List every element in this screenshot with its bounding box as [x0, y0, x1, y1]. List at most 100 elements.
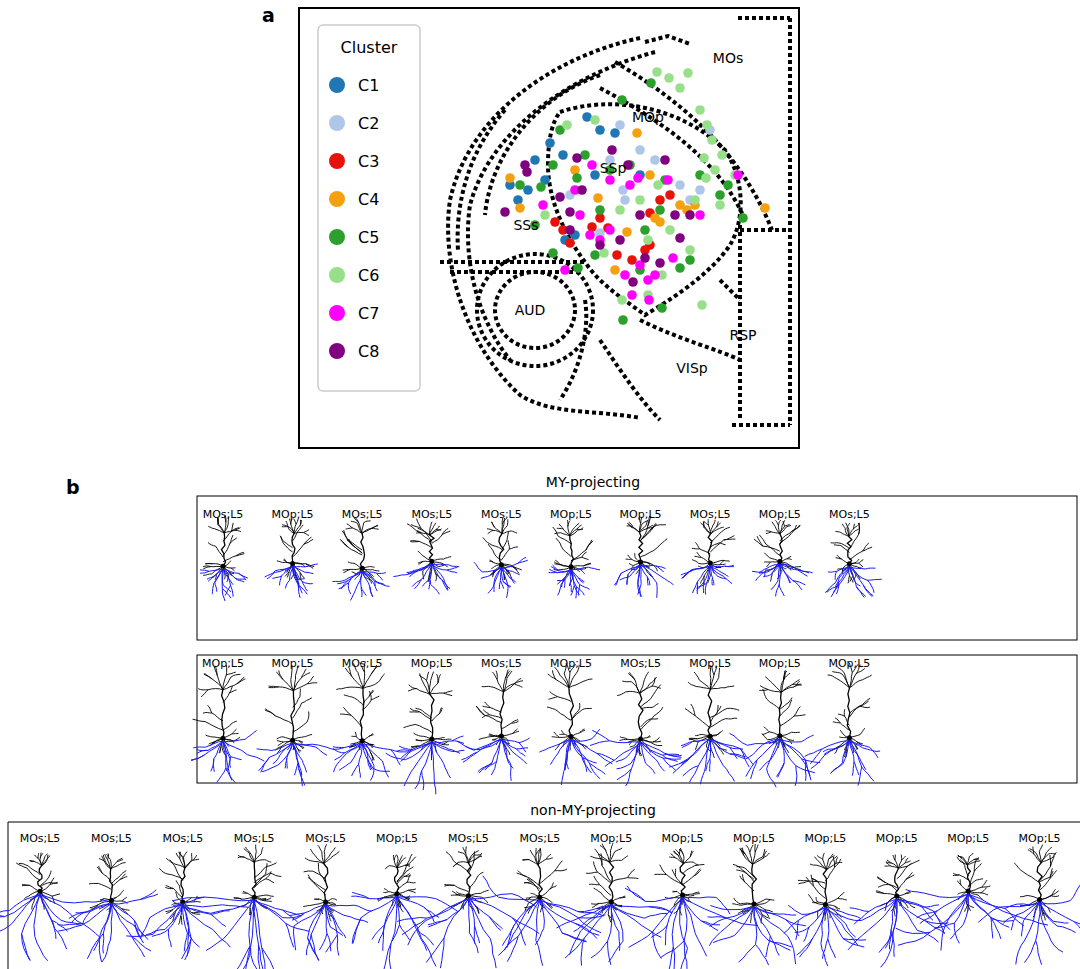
- dendrite: [772, 522, 775, 527]
- point: [573, 263, 583, 273]
- dendrite: [351, 715, 362, 728]
- point: [675, 180, 685, 190]
- dendrite: [692, 548, 700, 550]
- apical-dendrite: [360, 688, 364, 740]
- dendrite: [652, 704, 659, 708]
- dendrite: [280, 536, 283, 544]
- dendrite: [358, 523, 363, 533]
- dendrite: [783, 671, 786, 679]
- dendrite: [717, 523, 721, 527]
- dendrite: [276, 567, 293, 573]
- dendrite: [184, 933, 187, 951]
- dendrite: [509, 577, 515, 582]
- dendrite: [656, 566, 666, 569]
- dendrite: [719, 543, 725, 545]
- dendrite: [571, 740, 583, 758]
- point: [595, 240, 605, 250]
- dendrite: [828, 675, 837, 679]
- dendrite: [81, 904, 111, 926]
- dendrite: [576, 587, 584, 595]
- dendrite: [771, 581, 778, 589]
- dendrite: [564, 664, 567, 674]
- dendrite: [846, 523, 849, 528]
- dendrite: [501, 739, 510, 764]
- neuron: [805, 663, 880, 786]
- dendrite: [571, 710, 582, 720]
- dendrite: [551, 567, 558, 571]
- dendrite: [570, 530, 578, 535]
- dendrite: [710, 719, 725, 728]
- dendrite: [856, 587, 864, 598]
- dendrite: [488, 544, 493, 551]
- dendrite: [641, 742, 646, 763]
- dendrite: [714, 666, 717, 675]
- neuron-label: MOs;L5: [234, 832, 275, 845]
- dendrite: [16, 863, 27, 868]
- dendrite: [650, 524, 657, 530]
- dendrite: [302, 698, 312, 703]
- dendrite: [825, 583, 835, 593]
- dendrite: [117, 858, 122, 861]
- region-label: SSp: [600, 160, 627, 176]
- dendrite: [293, 697, 300, 708]
- dendrite: [370, 586, 373, 596]
- neuron-label: MOs;L5: [481, 508, 522, 521]
- dendrite: [265, 860, 272, 863]
- point: [562, 120, 572, 130]
- dendrite: [685, 708, 695, 715]
- dendrite: [30, 860, 35, 861]
- region-border: [640, 320, 740, 360]
- dendrite: [187, 933, 199, 947]
- dendrite: [504, 684, 515, 692]
- dendrite: [579, 578, 584, 583]
- dendrite: [780, 565, 793, 581]
- dendrite: [583, 564, 591, 566]
- dendrite: [497, 680, 503, 692]
- dendrite: [211, 914, 226, 926]
- dendrite: [236, 552, 244, 556]
- dendrite: [352, 697, 363, 704]
- dendrite: [856, 665, 860, 674]
- dendrite: [832, 672, 842, 675]
- row-box: [197, 655, 1077, 783]
- neuron-label: MOs;L5: [481, 657, 522, 670]
- dendrite: [780, 528, 786, 534]
- dendrite: [488, 530, 493, 533]
- apical-dendrite: [38, 866, 43, 892]
- dendrite: [863, 675, 872, 680]
- dendrite: [191, 755, 205, 761]
- neuron: [57, 853, 158, 962]
- dendrite: [126, 934, 153, 936]
- point: [702, 120, 712, 130]
- dendrite: [718, 527, 724, 529]
- dendrite: [205, 741, 223, 747]
- point: [572, 173, 582, 183]
- neuron-label: MOp;L5: [272, 508, 314, 521]
- dendrite: [705, 583, 706, 594]
- dendrite: [22, 884, 30, 886]
- dendrite: [482, 715, 489, 718]
- dendrite: [838, 714, 845, 716]
- dendrite: [185, 861, 192, 869]
- soma: [429, 737, 434, 742]
- dendrite: [780, 716, 794, 726]
- dendrite: [346, 528, 353, 529]
- dendrite: [342, 744, 362, 759]
- dendrite: [423, 579, 430, 586]
- dendrite: [512, 720, 519, 724]
- dendrite: [557, 711, 571, 721]
- dendrite: [289, 519, 291, 525]
- dendrite: [483, 710, 489, 715]
- dendrite: [111, 879, 120, 887]
- dendrite: [440, 737, 445, 739]
- dendrite: [577, 525, 582, 529]
- legend-marker: [329, 153, 345, 169]
- dendrite: [183, 858, 185, 868]
- dendrite: [566, 757, 569, 769]
- dendrite: [519, 743, 526, 752]
- dendrite: [639, 750, 640, 757]
- neuron: [457, 670, 530, 781]
- dendrite: [781, 687, 793, 692]
- dendrite: [362, 528, 372, 533]
- dendrite: [410, 540, 419, 542]
